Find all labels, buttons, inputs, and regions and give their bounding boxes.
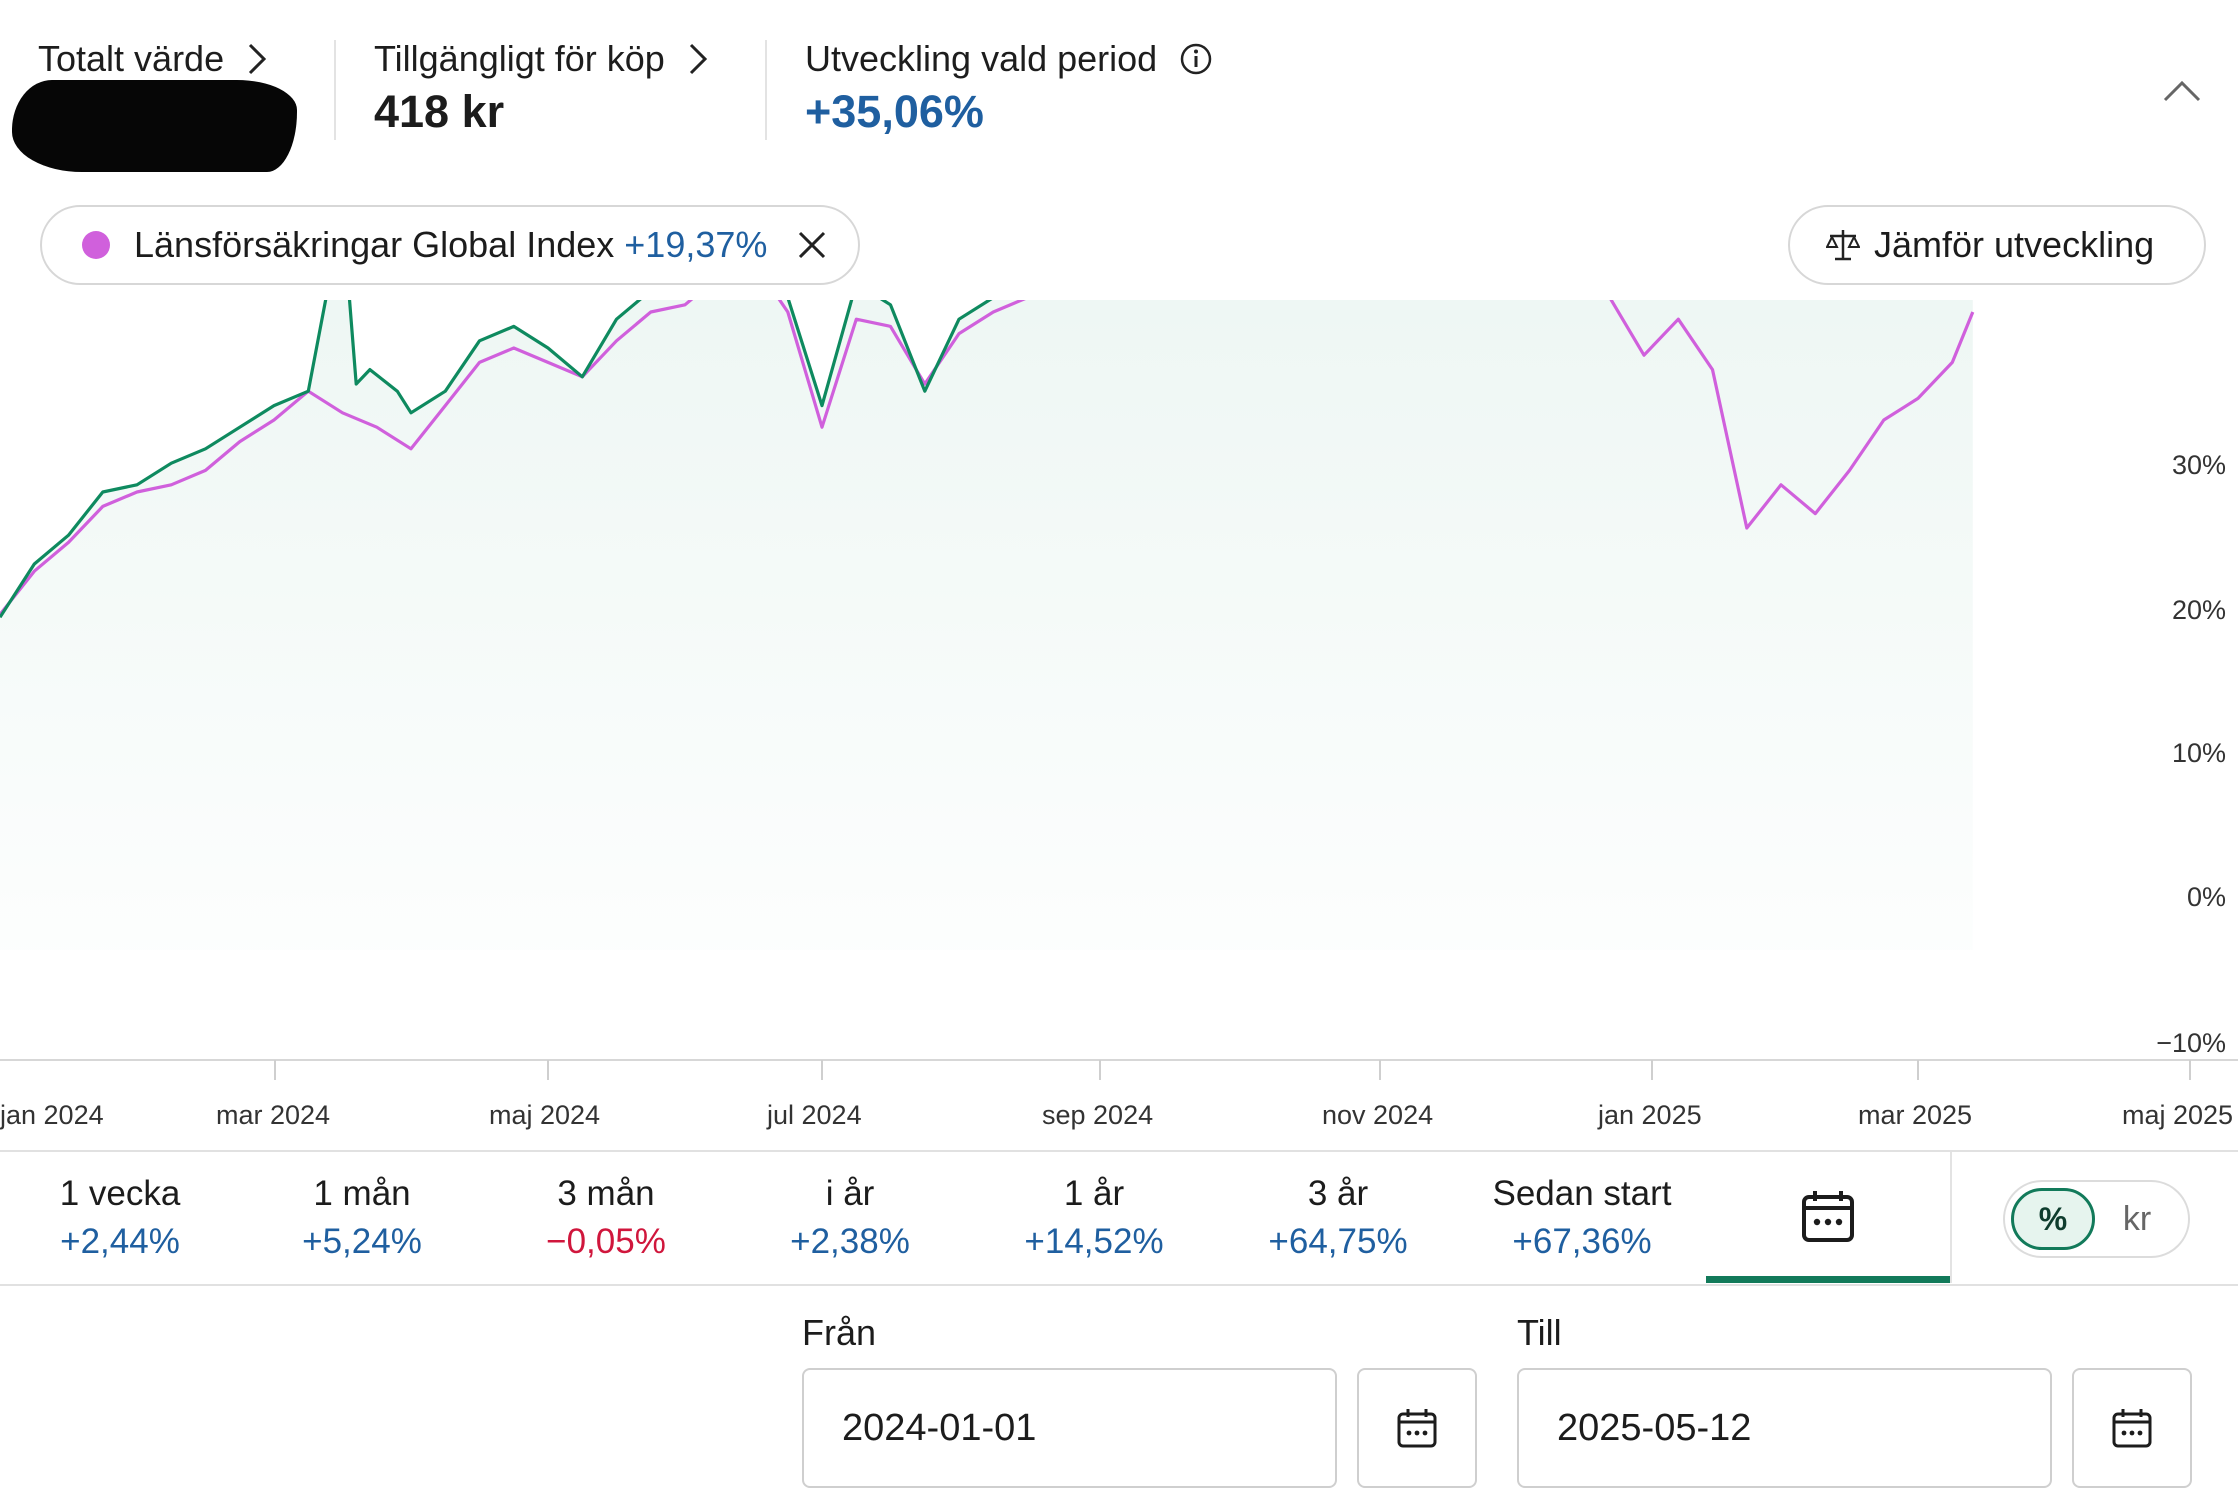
period-value: +2,44%: [60, 1222, 180, 1261]
x-axis-ticks: [274, 1060, 2191, 1080]
period-value: +2,38%: [790, 1222, 910, 1261]
divider: [765, 40, 767, 140]
period-label: 1 vecka: [59, 1174, 181, 1213]
portfolio-area: [0, 300, 1973, 950]
available-link[interactable]: Tillgängligt för köp: [374, 38, 709, 80]
period-label: Sedan start: [1492, 1174, 1672, 1213]
x-tick-label: mar 2024: [216, 1100, 331, 1130]
x-tick-label: jan 2024: [0, 1100, 104, 1130]
period-tab-i-ar[interactable]: i år +2,38%: [728, 1152, 972, 1282]
x-tick-label: nov 2024: [1322, 1100, 1434, 1130]
index-name: Länsförsäkringar Global Index: [134, 224, 615, 265]
period-value: +5,24%: [302, 1222, 422, 1261]
to-calendar-button[interactable]: [2072, 1368, 2192, 1488]
from-calendar-button[interactable]: [1357, 1368, 1477, 1488]
x-tick-label: mar 2025: [1858, 1100, 1973, 1130]
to-label: Till: [1517, 1312, 1562, 1353]
divider: [1950, 1152, 1952, 1283]
unit-toggle[interactable]: [2003, 1180, 2190, 1258]
divider: [334, 40, 336, 140]
development-header: Utveckling vald period: [805, 38, 1213, 80]
period-value: −0,05%: [546, 1222, 666, 1261]
y-tick-label: 30%: [2171, 450, 2226, 480]
period-value: +14,52%: [1024, 1222, 1164, 1261]
period-label: 1 mån: [313, 1174, 411, 1213]
available-label: Tillgängligt för köp: [374, 38, 665, 79]
period-tab-custom[interactable]: [1706, 1152, 1950, 1282]
index-color-dot: [82, 231, 110, 259]
portfolio-area-fill: [0, 300, 1973, 950]
divider: [0, 1284, 2238, 1286]
kr-toggle[interactable]: kr: [2122, 1199, 2152, 1238]
y-tick-label: 10%: [2171, 738, 2226, 768]
x-tick-label: sep 2024: [1042, 1100, 1154, 1130]
compare-button[interactable]: Jämför utveckling: [1788, 205, 2206, 285]
scale-icon: [1826, 230, 1860, 261]
calendar-icon: [2112, 1409, 2152, 1448]
period-label: i år: [825, 1174, 875, 1213]
period-tab-3-ar[interactable]: 3 år +64,75%: [1216, 1152, 1460, 1282]
y-tick-label: −10%: [2156, 1028, 2226, 1058]
chevron-up-icon[interactable]: [2162, 78, 2202, 104]
chart-lines: [0, 300, 1975, 619]
percent-toggle[interactable]: %: [2011, 1188, 2095, 1250]
divider: [0, 1150, 2238, 1152]
calendar-icon: [1802, 1191, 1854, 1242]
period-value: +67,36%: [1512, 1222, 1652, 1261]
available-value: 418 kr: [374, 86, 505, 137]
x-tick-label: jul 2024: [767, 1100, 862, 1130]
compare-label: Jämför utveckling: [1874, 224, 2155, 265]
active-tab-indicator: [1706, 1276, 1950, 1283]
total-value-label: Totalt värde: [38, 38, 225, 79]
x-tick-label: maj 2024: [489, 1100, 601, 1130]
total-value-link[interactable]: Totalt värde: [38, 38, 268, 80]
development-value: +35,06%: [805, 86, 984, 137]
chevron-right-icon: [689, 43, 707, 75]
period-label: 3 år: [1307, 1174, 1369, 1213]
period-tab-1-ar[interactable]: 1 år +14,52%: [972, 1152, 1216, 1282]
index-chip[interactable]: Länsförsäkringar Global Index +19,37%: [40, 205, 860, 285]
y-tick-label: 20%: [2171, 595, 2226, 625]
period-value: +64,75%: [1268, 1222, 1408, 1261]
from-date-input[interactable]: 2024-01-01: [802, 1368, 1337, 1488]
y-tick-label: 0%: [2186, 882, 2226, 912]
period-tab-1-vecka[interactable]: 1 vecka +2,44%: [0, 1152, 240, 1282]
to-date-input[interactable]: 2025-05-12: [1517, 1368, 2052, 1488]
calendar-icon: [1397, 1409, 1437, 1448]
close-icon[interactable]: [795, 228, 829, 262]
from-label: Från: [802, 1312, 877, 1353]
development-label: Utveckling vald period: [805, 38, 1158, 79]
period-label: 1 år: [1063, 1174, 1125, 1213]
index-change: +19,37%: [624, 224, 768, 265]
chevron-right-icon: [249, 43, 267, 75]
period-tab-3-man[interactable]: 3 mån −0,05%: [484, 1152, 728, 1282]
x-tick-label: maj 2025: [2122, 1100, 2234, 1130]
info-icon[interactable]: [1179, 42, 1213, 76]
redacted-total-value: [12, 80, 297, 172]
index-line: [0, 300, 1975, 616]
portfolio-line: [0, 300, 993, 619]
period-tab-1-man[interactable]: 1 mån +5,24%: [240, 1152, 484, 1282]
x-tick-label: jan 2025: [1598, 1100, 1702, 1130]
period-tab-sedan-start[interactable]: Sedan start +67,36%: [1460, 1152, 1704, 1282]
period-label: 3 mån: [557, 1174, 655, 1213]
performance-chart[interactable]: [0, 300, 2238, 1080]
